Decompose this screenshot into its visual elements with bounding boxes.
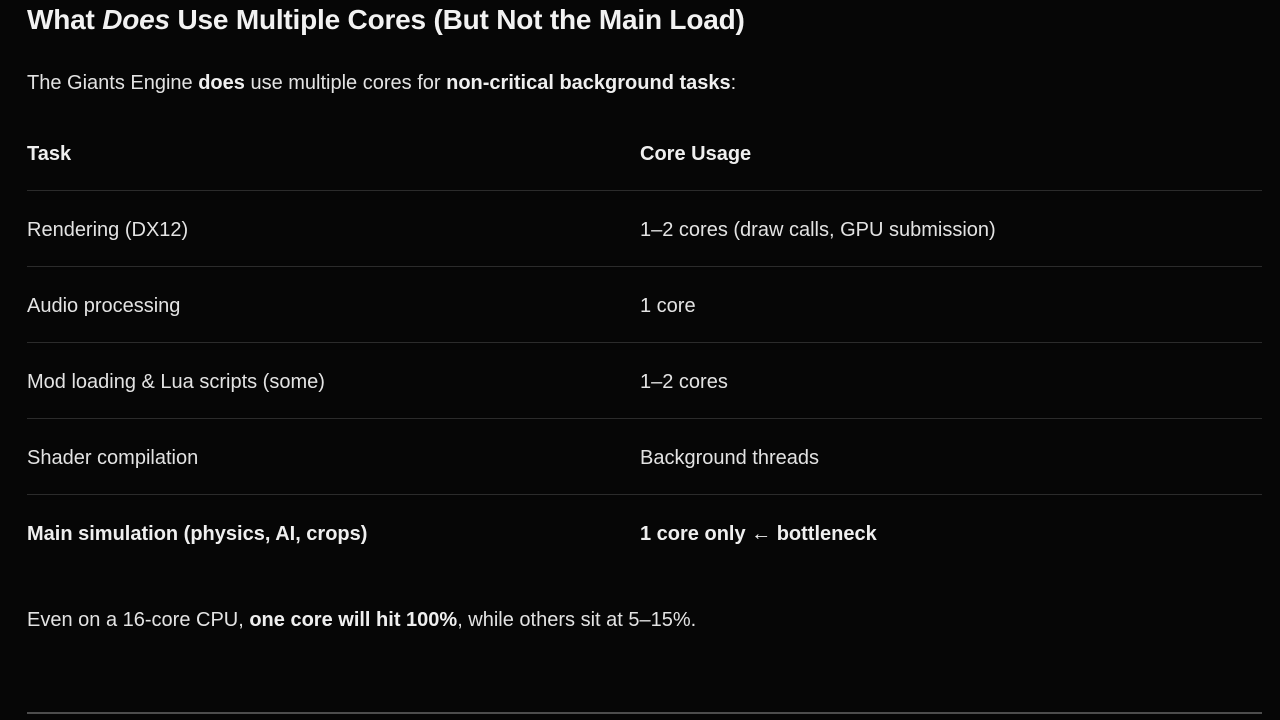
usage-cell: 1 core only ← bottleneck <box>640 523 877 545</box>
column-header-core-usage: Core Usage <box>640 117 1262 191</box>
outro-paragraph: Even on a 16-core CPU, one core will hit… <box>27 609 697 631</box>
intro-paragraph: The Giants Engine does use multiple core… <box>27 72 737 94</box>
task-cell: Shader compilation <box>27 418 640 495</box>
task-cell: Audio processing <box>27 266 640 343</box>
table-row: Shader compilation Background threads <box>27 418 1262 495</box>
usage-cell: 1–2 cores <box>640 342 1262 419</box>
section-divider-rule <box>27 712 1262 714</box>
task-cell: Mod loading & Lua scripts (some) <box>27 342 640 419</box>
table-header-row: Task Core Usage <box>27 117 1262 191</box>
table-row: Audio processing 1 core <box>27 266 1262 343</box>
table-row: Mod loading & Lua scripts (some) 1–2 core… <box>27 342 1262 419</box>
task-cell: Rendering (DX12) <box>27 190 640 267</box>
usage-cell: 1–2 cores (draw calls, GPU submission) <box>640 190 1262 267</box>
section-heading: What Does Use Multiple Cores (But Not th… <box>27 4 745 35</box>
task-cell: Main simulation (physics, AI, crops) <box>27 523 368 545</box>
usage-cell: Background threads <box>640 418 1262 495</box>
usage-cell: 1 core <box>640 266 1262 343</box>
table-body: Rendering (DX12) 1–2 cores (draw calls, G… <box>27 190 1262 571</box>
core-usage-table: Task Core Usage Rendering (DX12) 1–2 core… <box>27 117 1262 570</box>
table-header: Task Core Usage <box>27 117 1262 191</box>
table-row: Rendering (DX12) 1–2 cores (draw calls, G… <box>27 190 1262 267</box>
column-header-task: Task <box>27 117 640 191</box>
table-row: Main simulation (physics, AI, crops) 1 co… <box>27 495 1262 571</box>
